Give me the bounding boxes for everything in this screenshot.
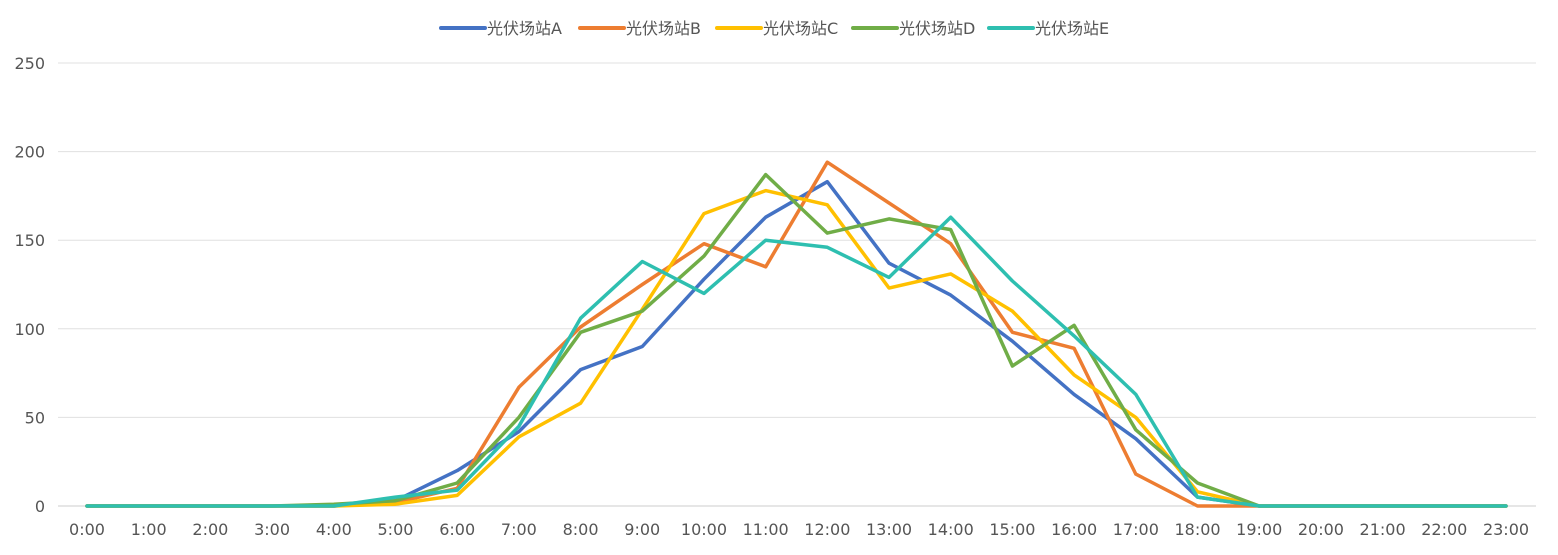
x-tick-label: 1:00 — [131, 520, 167, 539]
legend: 光伏场站A 光伏场站B 光伏场站C 光伏场站D 光伏场站E — [439, 19, 1109, 38]
series-lines — [85, 160, 1508, 508]
legend-label: 光伏场站B — [626, 19, 701, 38]
x-tick-label: 21:00 — [1360, 520, 1406, 539]
x-tick-label: 12:00 — [804, 520, 850, 539]
x-tick-label: 6:00 — [439, 520, 475, 539]
y-tick-label: 0 — [35, 497, 45, 516]
x-tick-label: 3:00 — [254, 520, 290, 539]
x-tick-label: 9:00 — [624, 520, 660, 539]
series-line-c[interactable] — [85, 188, 1508, 508]
legend-item-c[interactable]: 光伏场站C — [715, 19, 838, 38]
x-tick-label: 11:00 — [743, 520, 789, 539]
x-tick-label: 4:00 — [316, 520, 352, 539]
y-tick-label: 200 — [14, 143, 45, 162]
gridlines — [58, 62, 1536, 507]
legend-item-a[interactable]: 光伏场站A — [439, 19, 562, 38]
x-tick-label: 7:00 — [501, 520, 537, 539]
legend-label: 光伏场站E — [1035, 19, 1109, 38]
x-tick-label: 13:00 — [866, 520, 912, 539]
legend-item-d[interactable]: 光伏场站D — [851, 19, 975, 38]
y-tick-label: 100 — [14, 320, 45, 339]
legend-label: 光伏场站D — [899, 19, 975, 38]
x-tick-label: 17:00 — [1113, 520, 1159, 539]
axes: 0 50 100 150 200 250 0:00 1:00 2:00 3:00 4:00 5:00 6… — [14, 54, 1529, 539]
x-tick-label: 2:00 — [192, 520, 228, 539]
x-tick-label: 14:00 — [928, 520, 974, 539]
x-tick-label: 10:00 — [681, 520, 727, 539]
x-tick-label: 22:00 — [1421, 520, 1467, 539]
series-line-a[interactable] — [85, 179, 1508, 508]
series-line-d[interactable] — [85, 172, 1508, 508]
series-line-e[interactable] — [85, 215, 1508, 508]
legend-item-b[interactable]: 光伏场站B — [578, 19, 701, 38]
x-tick-label: 5:00 — [378, 520, 414, 539]
x-tick-label: 16:00 — [1051, 520, 1097, 539]
y-tick-label: 150 — [14, 231, 45, 250]
legend-label: 光伏场站A — [487, 19, 562, 38]
series-line-b[interactable] — [85, 160, 1508, 508]
legend-item-e[interactable]: 光伏场站E — [987, 19, 1109, 38]
x-tick-label: 20:00 — [1298, 520, 1344, 539]
x-tick-label: 19:00 — [1236, 520, 1282, 539]
x-tick-label: 18:00 — [1174, 520, 1220, 539]
x-tick-label: 15:00 — [989, 520, 1035, 539]
x-tick-label: 23:00 — [1483, 520, 1529, 539]
x-tick-label: 0:00 — [69, 520, 105, 539]
y-tick-label: 50 — [25, 408, 45, 427]
y-tick-label: 250 — [14, 54, 45, 73]
x-tick-label: 8:00 — [563, 520, 599, 539]
legend-label: 光伏场站C — [763, 19, 838, 38]
